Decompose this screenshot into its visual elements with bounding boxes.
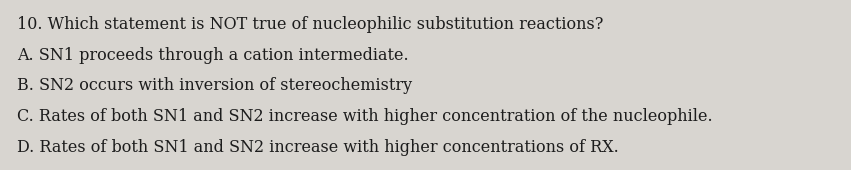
Text: D. Rates of both SN1 and SN2 increase with higher concentrations of RX.: D. Rates of both SN1 and SN2 increase wi… (17, 139, 619, 156)
Text: B. SN2 occurs with inversion of stereochemistry: B. SN2 occurs with inversion of stereoch… (17, 76, 412, 94)
Text: A. SN1 proceeds through a cation intermediate.: A. SN1 proceeds through a cation interme… (17, 47, 408, 64)
Text: C. Rates of both SN1 and SN2 increase with higher concentration of the nucleophi: C. Rates of both SN1 and SN2 increase wi… (17, 107, 712, 124)
Text: 10. Which statement is NOT true of nucleophilic substitution reactions?: 10. Which statement is NOT true of nucle… (17, 16, 603, 33)
